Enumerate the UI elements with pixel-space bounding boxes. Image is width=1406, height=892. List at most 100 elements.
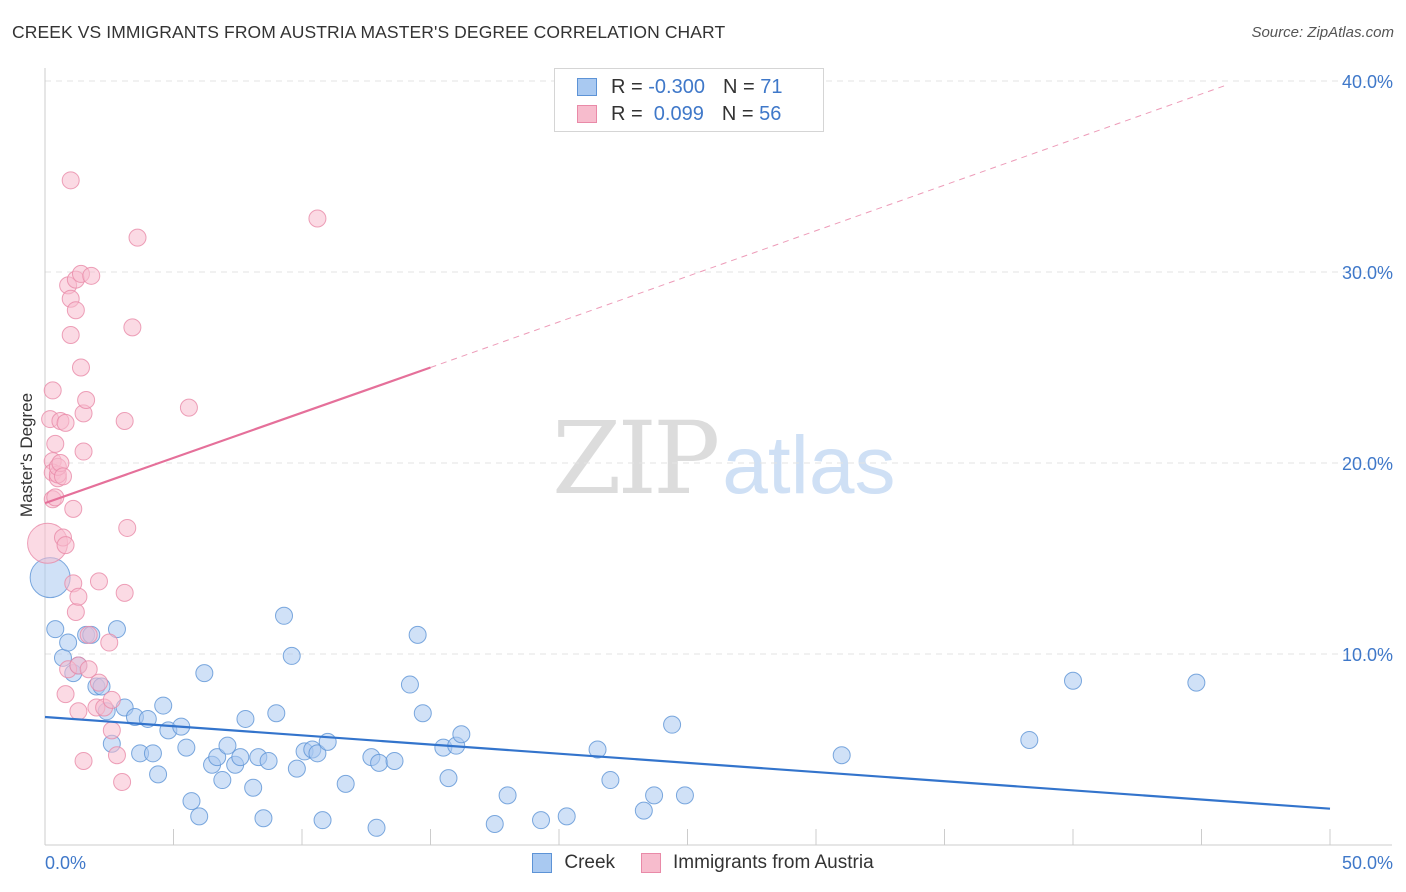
creek-point bbox=[370, 753, 389, 772]
austria-point bbox=[74, 751, 93, 770]
creek-point bbox=[308, 744, 327, 763]
creek-point bbox=[154, 696, 173, 715]
creek-point bbox=[439, 769, 458, 788]
austria-point bbox=[69, 587, 88, 606]
creek-point bbox=[452, 725, 471, 744]
austria-swatch bbox=[577, 105, 597, 123]
austria-point bbox=[308, 209, 327, 228]
austria-point bbox=[66, 301, 85, 320]
legend-item-creek[interactable]: Creek bbox=[532, 852, 615, 874]
creek-point bbox=[177, 738, 196, 757]
creek-point bbox=[107, 620, 126, 639]
creek-point bbox=[336, 774, 355, 793]
austria-point bbox=[113, 772, 132, 791]
austria-point bbox=[61, 171, 80, 190]
austria-point bbox=[69, 702, 88, 721]
austria-r-label: R = bbox=[611, 102, 649, 125]
legend-item-austria[interactable]: Immigrants from Austria bbox=[641, 852, 874, 874]
austria-point bbox=[74, 442, 93, 461]
y-tick-label: 40.0% bbox=[1342, 72, 1393, 92]
creek-point bbox=[231, 748, 250, 767]
austria-point bbox=[46, 434, 65, 453]
creek-point bbox=[59, 633, 78, 652]
austria-r-value: 0.099 bbox=[648, 102, 704, 125]
creek-point bbox=[149, 765, 168, 784]
creek-point bbox=[832, 746, 851, 765]
creek-point bbox=[190, 807, 209, 826]
creek-point bbox=[213, 771, 232, 790]
austria-point bbox=[107, 746, 126, 765]
creek-point bbox=[182, 792, 201, 811]
austria-point bbox=[64, 499, 83, 518]
austria-n-value: 56 bbox=[759, 102, 782, 125]
austria-point bbox=[89, 572, 108, 591]
austria-point bbox=[115, 411, 134, 430]
y-tick-label: 30.0% bbox=[1342, 263, 1393, 283]
creek-point bbox=[313, 811, 332, 830]
creek-point bbox=[400, 675, 419, 694]
creek-point bbox=[1020, 730, 1039, 749]
creek-point bbox=[195, 664, 214, 683]
austria-point bbox=[79, 660, 98, 679]
creek-r-value: -0.300 bbox=[648, 75, 705, 98]
x-tick-label: 50.0% bbox=[1342, 853, 1393, 873]
austria-point bbox=[56, 685, 75, 704]
creek-point bbox=[367, 818, 386, 837]
creek-point bbox=[275, 606, 294, 625]
austria-point bbox=[123, 318, 142, 337]
creek-point bbox=[1064, 671, 1082, 690]
austria-point bbox=[89, 673, 108, 692]
watermark-atlas: atlas bbox=[722, 420, 896, 511]
x-tick-label: 0.0% bbox=[45, 853, 86, 873]
y-axis-label: Master's Degree bbox=[17, 392, 36, 518]
austria-point bbox=[53, 467, 72, 486]
austria-point bbox=[128, 228, 147, 247]
creek-point bbox=[385, 751, 404, 770]
creek-point bbox=[218, 736, 237, 755]
austria-point bbox=[115, 583, 134, 602]
austria-n-label: N = bbox=[721, 102, 760, 125]
creek-point bbox=[485, 814, 504, 833]
austria-legend-swatch bbox=[641, 853, 662, 873]
creek-legend-label: Creek bbox=[564, 852, 616, 873]
creek-point bbox=[498, 786, 517, 805]
creek-point bbox=[532, 811, 551, 830]
creek-swatch bbox=[577, 78, 597, 96]
creek-point bbox=[254, 809, 273, 828]
austria-point bbox=[102, 721, 121, 740]
creek-point bbox=[645, 786, 664, 805]
creek-point bbox=[601, 771, 620, 790]
creek-point bbox=[259, 751, 278, 770]
legend-row-creek: R = -0.300 N = 71 bbox=[577, 75, 782, 99]
creek-n-value: 71 bbox=[760, 75, 783, 98]
creek-point bbox=[1187, 673, 1206, 692]
austria-point bbox=[66, 602, 85, 621]
source-label: Source: ZipAtlas.com bbox=[1251, 24, 1394, 41]
creek-point bbox=[282, 646, 301, 665]
creek-point bbox=[663, 715, 682, 734]
creek-point bbox=[287, 759, 306, 778]
creek-point bbox=[236, 709, 255, 728]
austria-trend-extension bbox=[430, 84, 1228, 368]
austria-point bbox=[71, 358, 90, 377]
y-tick-label: 10.0% bbox=[1342, 645, 1393, 665]
legend-row-austria: R = 0.099 N = 56 bbox=[577, 102, 781, 126]
creek-trend-line bbox=[44, 715, 1331, 810]
austria-point bbox=[118, 518, 137, 537]
watermark-zip: ZIP bbox=[552, 400, 720, 517]
austria-point bbox=[82, 266, 101, 285]
austria-point bbox=[79, 625, 98, 644]
creek-point bbox=[588, 740, 607, 759]
creek-point bbox=[46, 620, 65, 639]
creek-r-label: R = bbox=[611, 75, 649, 98]
austria-legend-label: Immigrants from Austria bbox=[673, 852, 874, 873]
austria-trend-line bbox=[44, 366, 431, 505]
creek-point bbox=[557, 807, 576, 826]
creek-point bbox=[244, 778, 263, 797]
austria-point bbox=[100, 633, 119, 652]
creek-legend-swatch bbox=[532, 853, 553, 873]
creek-point bbox=[675, 786, 694, 805]
austria-point bbox=[56, 536, 75, 555]
austria-point bbox=[102, 690, 121, 709]
